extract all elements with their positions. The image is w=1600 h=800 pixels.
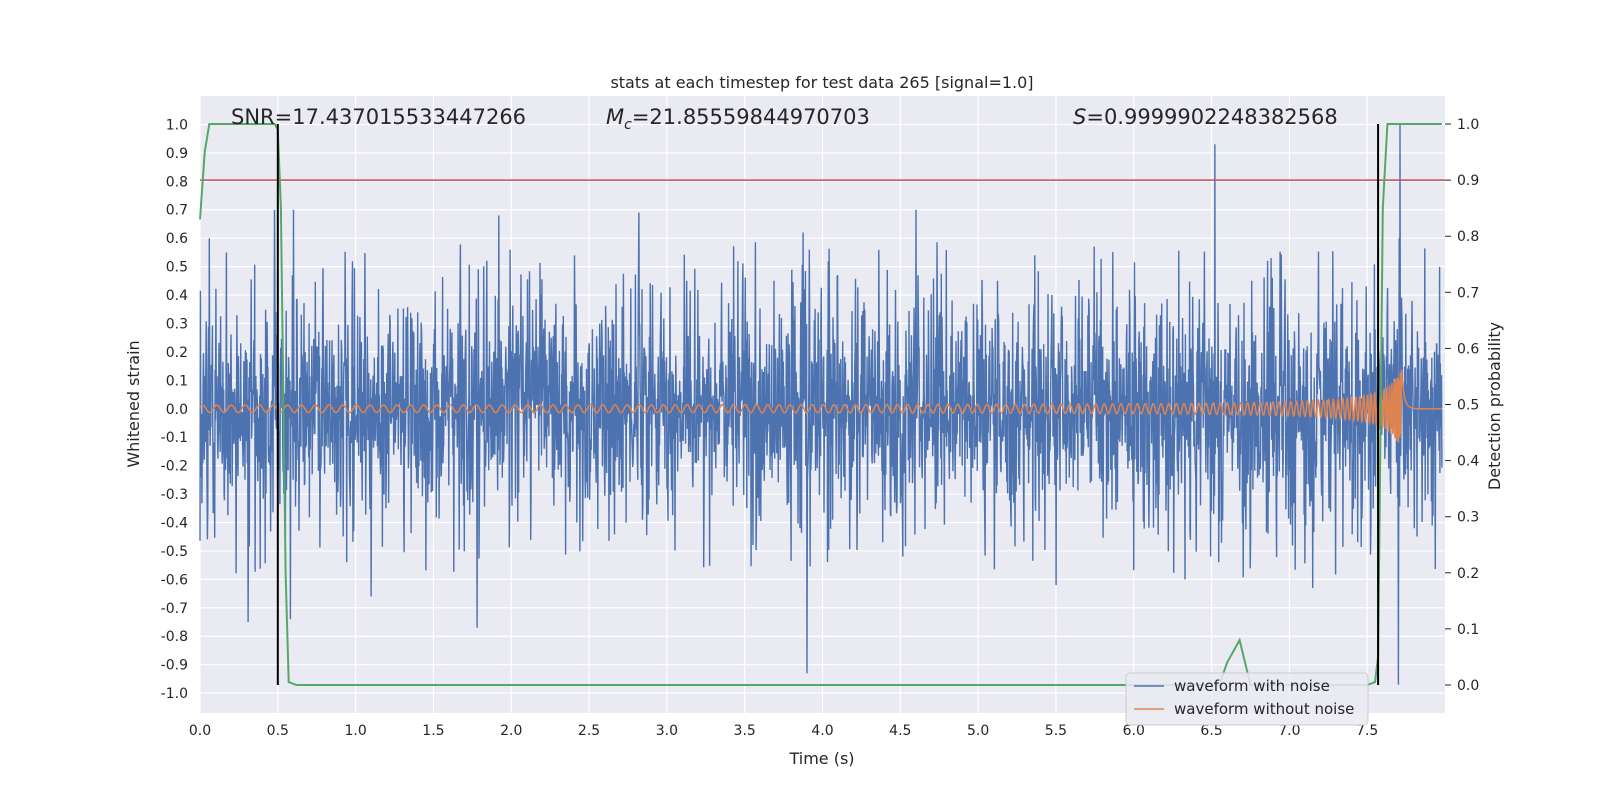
x-tick-label: 7.0	[1278, 723, 1300, 739]
y-tick-label: -0.4	[161, 515, 188, 531]
x-tick-label: 3.0	[656, 723, 678, 739]
y-axis-label-right: Detection probability	[1485, 322, 1504, 490]
significance-value: =0.9999902248382568	[1086, 105, 1337, 129]
y-tick-label: -0.2	[161, 459, 188, 475]
legend: waveform with noise waveform without noi…	[1125, 672, 1369, 726]
y-tick-label: 0.7	[166, 203, 188, 219]
y-tick-label: -0.5	[161, 544, 188, 560]
y-right-tick-label: 0.0	[1457, 678, 1479, 694]
y-tick-label: -0.8	[161, 629, 188, 645]
x-tick-label: 2.0	[500, 723, 522, 739]
x-tick-label: 7.5	[1356, 723, 1378, 739]
y-tick-label: -1.0	[161, 686, 188, 702]
chart-title: stats at each timestep for test data 265…	[610, 73, 1033, 92]
x-tick-label: 1.0	[344, 723, 366, 739]
x-tick-label: 6.5	[1200, 723, 1222, 739]
snr-annotation: SNR=17.437015533447266	[231, 105, 526, 129]
legend-label-clean: waveform without noise	[1174, 700, 1354, 718]
y-tick-label: 0.3	[166, 316, 188, 332]
x-tick-label: 5.0	[967, 723, 989, 739]
x-ticks: 0.0 0.5 1.0 1.5 2.0 2.5 3.0 3.5 4.0 4.5 5.0 5.5 6.0 6…	[189, 723, 1378, 739]
y-tick-label: 0.9	[166, 146, 188, 162]
y-tick-label: 0.5	[166, 260, 188, 276]
x-tick-label: 4.0	[811, 723, 833, 739]
y-right-tick-label: 0.7	[1457, 285, 1479, 301]
y-tick-label: -0.1	[161, 430, 188, 446]
y-ticks-right: 1.0 0.9 0.8 0.7 0.6 0.5 0.4 0.3 0.2 0.1 0.0	[1445, 117, 1479, 694]
y-right-tick-label: 0.8	[1457, 229, 1479, 245]
chirp-mass-subscript: c	[624, 117, 632, 133]
x-axis-label: Time (s)	[788, 749, 854, 768]
y-right-tick-label: 0.5	[1457, 398, 1479, 414]
legend-label-noise: waveform with noise	[1174, 677, 1330, 695]
y-tick-label: -0.3	[161, 487, 188, 503]
y-right-tick-label: 0.2	[1457, 566, 1479, 582]
chirp-mass-annotation: Mc=21.85559844970703	[606, 105, 870, 133]
series-layer	[199, 124, 1443, 685]
series-waveform-without-noise	[199, 369, 1442, 443]
x-tick-label: 1.5	[422, 723, 444, 739]
y-tick-label: 1.0	[166, 117, 188, 133]
y-right-tick-label: 1.0	[1457, 117, 1479, 133]
y-tick-label: 0.8	[166, 174, 188, 190]
significance-symbol: S	[1073, 105, 1086, 129]
y-tick-label: 0.0	[166, 402, 188, 418]
significance-annotation: S=0.9999902248382568	[1073, 105, 1338, 129]
y-tick-label: -0.6	[161, 572, 188, 588]
x-tick-label: 2.5	[578, 723, 600, 739]
chirp-mass-symbol: M	[606, 105, 624, 129]
chirp-mass-value: =21.85559844970703	[632, 105, 870, 129]
x-tick-label: 4.5	[889, 723, 911, 739]
y-tick-label: 0.6	[166, 231, 188, 247]
x-tick-label: 0.0	[189, 723, 211, 739]
y-ticks: 1.0 0.9 0.8 0.7 0.6 0.5 0.4 0.3 0.2 0.1 0.0 -0.1 -0.…	[161, 117, 188, 702]
y-axis-label: Whitened strain	[124, 340, 143, 467]
y-tick-label: 0.1	[166, 373, 188, 389]
series-waveform-with-noise	[199, 124, 1443, 685]
y-right-tick-label: 0.9	[1457, 173, 1479, 189]
y-right-tick-label: 0.1	[1457, 622, 1479, 638]
y-tick-label: -0.9	[161, 658, 188, 674]
x-tick-label: 5.5	[1045, 723, 1067, 739]
y-right-tick-label: 0.4	[1457, 454, 1479, 470]
x-tick-label: 0.5	[267, 723, 289, 739]
legend-box	[1125, 672, 1369, 726]
x-tick-label: 6.0	[1123, 723, 1145, 739]
y-tick-label: 0.4	[166, 288, 188, 304]
y-tick-label: 0.2	[166, 345, 188, 361]
overlay-layer	[199, 123, 1445, 686]
y-right-tick-label: 0.6	[1457, 341, 1479, 357]
y-right-tick-label: 0.3	[1457, 510, 1479, 526]
y-tick-label: -0.7	[161, 601, 188, 617]
x-tick-label: 3.5	[734, 723, 756, 739]
